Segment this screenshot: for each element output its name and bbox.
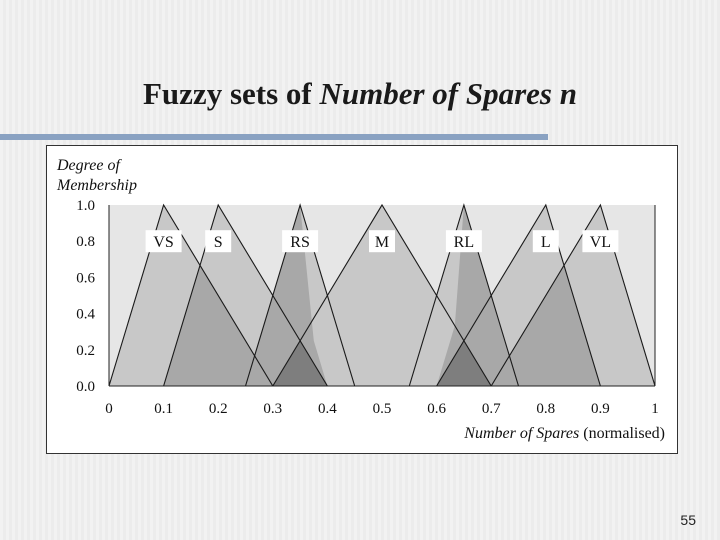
y-tick-label: 0.6 bbox=[76, 270, 95, 286]
membership-line-l bbox=[436, 203, 601, 387]
y-tick-label: 0.0 bbox=[76, 379, 95, 395]
membership-line-vs bbox=[108, 203, 274, 387]
series-label-box-l bbox=[532, 230, 559, 253]
x-tick-label: 0.2 bbox=[209, 401, 228, 417]
membership-line-rl bbox=[408, 203, 520, 387]
x-tick-label: 0.8 bbox=[536, 401, 555, 417]
x-axis-label: Number of Spares (normalised) bbox=[463, 425, 665, 442]
overlap-region-7 bbox=[436, 340, 492, 386]
x-tick-label: 0.9 bbox=[591, 401, 610, 417]
y-tick-label: 0.4 bbox=[76, 307, 95, 323]
series-label-l: L bbox=[541, 234, 551, 251]
series-label-box-m bbox=[369, 230, 395, 253]
membership-line-m bbox=[272, 203, 492, 387]
chart-panel: Degree of Membership 0.0 0.2 0.4 0.6 0.8 1.0 0… bbox=[46, 145, 678, 454]
overlap-region-4 bbox=[491, 265, 601, 386]
x-tick-label: 1 bbox=[651, 401, 659, 417]
overlap-region-6 bbox=[272, 340, 328, 386]
overlap-region-2 bbox=[245, 205, 328, 386]
x-tick-label: 0.3 bbox=[263, 401, 282, 417]
y-axis-label-line1: Degree of bbox=[56, 157, 122, 174]
series-label-box-rl bbox=[445, 230, 482, 253]
slide-title-italic: Number of Spares n bbox=[319, 76, 577, 111]
overlap-region-1 bbox=[163, 265, 273, 386]
slide-title: Fuzzy sets of Number of Spares n bbox=[0, 76, 720, 112]
x-tick-label: 0.7 bbox=[482, 401, 501, 417]
slide-title-plain: Fuzzy sets of bbox=[143, 76, 320, 111]
series-label-vl: VL bbox=[590, 234, 611, 251]
membership-line-s bbox=[163, 203, 328, 387]
series-label-box-vl bbox=[582, 230, 619, 253]
y-axis-label-line2: Membership bbox=[56, 177, 137, 194]
membership-line-vl bbox=[490, 203, 656, 387]
x-tick-label: 0.6 bbox=[427, 401, 446, 417]
x-tick-label: 0 bbox=[105, 401, 113, 417]
y-tick-label: 0.8 bbox=[76, 234, 95, 250]
series-label-vs: VS bbox=[153, 234, 173, 251]
series-label-box-vs bbox=[145, 230, 182, 253]
x-tick-label: 0.5 bbox=[373, 401, 392, 417]
overlap-region-3 bbox=[436, 205, 519, 386]
title-rule bbox=[0, 134, 548, 140]
page-number: 55 bbox=[680, 512, 696, 528]
series-label-box-s bbox=[205, 230, 232, 253]
membership-line-rs bbox=[244, 203, 356, 387]
x-tick-label: 0.1 bbox=[154, 401, 173, 417]
series-label-rs: RS bbox=[290, 234, 310, 251]
series-label-s: S bbox=[214, 234, 223, 251]
series-label-rl: RL bbox=[454, 234, 474, 251]
series-label-box-rs bbox=[282, 230, 319, 253]
x-tick-label: 0.4 bbox=[318, 401, 337, 417]
y-tick-label: 1.0 bbox=[76, 198, 95, 214]
series-label-m: M bbox=[375, 234, 389, 251]
membership-chart: Degree of Membership 0.0 0.2 0.4 0.6 0.8 1.0 0… bbox=[56, 157, 665, 442]
y-tick-label: 0.2 bbox=[76, 343, 95, 359]
